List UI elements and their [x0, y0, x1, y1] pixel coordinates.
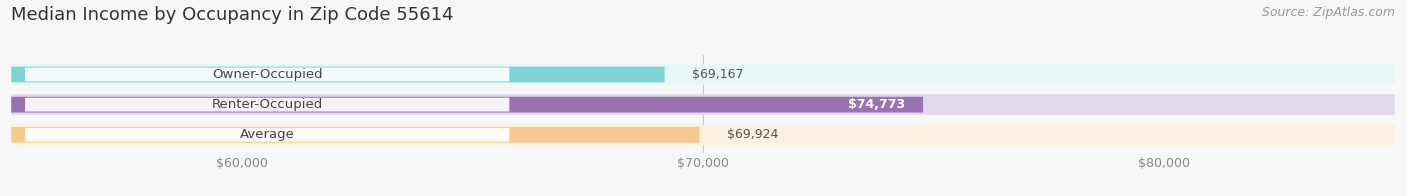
FancyBboxPatch shape: [25, 68, 509, 81]
FancyBboxPatch shape: [11, 64, 1395, 85]
FancyBboxPatch shape: [25, 128, 509, 142]
FancyBboxPatch shape: [11, 127, 700, 143]
Text: $69,924: $69,924: [727, 128, 779, 141]
FancyBboxPatch shape: [11, 94, 1395, 115]
Text: Source: ZipAtlas.com: Source: ZipAtlas.com: [1261, 6, 1395, 19]
Text: Renter-Occupied: Renter-Occupied: [211, 98, 323, 111]
Text: $74,773: $74,773: [848, 98, 904, 111]
Text: Owner-Occupied: Owner-Occupied: [212, 68, 322, 81]
FancyBboxPatch shape: [25, 98, 509, 112]
FancyBboxPatch shape: [11, 124, 1395, 145]
Text: Median Income by Occupancy in Zip Code 55614: Median Income by Occupancy in Zip Code 5…: [11, 6, 454, 24]
FancyBboxPatch shape: [11, 67, 665, 82]
FancyBboxPatch shape: [11, 97, 924, 113]
Text: $69,167: $69,167: [692, 68, 744, 81]
Text: Average: Average: [240, 128, 295, 141]
